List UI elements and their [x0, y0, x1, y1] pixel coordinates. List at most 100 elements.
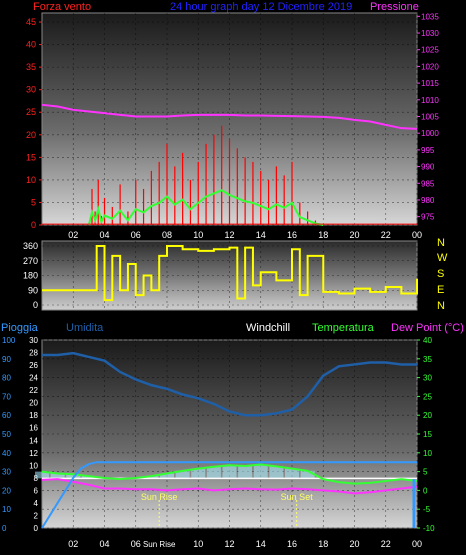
x-tick-label: 20 — [349, 230, 359, 240]
rain-tick-label: 20 — [2, 486, 11, 495]
wind-chart-series — [41, 103, 418, 226]
direction-tick-label: 270 — [23, 256, 38, 266]
humidity-tick-label: 22 — [29, 386, 38, 395]
pressure-line — [41, 103, 418, 130]
wind-tick-label: 0 — [31, 220, 36, 230]
humidity-tick-label: 6 — [34, 486, 39, 495]
climate-x-axis: 02 04 06 10 12 14 16 18 20 22 00 Sun Rise — [68, 539, 422, 549]
rain-tick-label: 90 — [2, 355, 11, 364]
rain-tick-label: 70 — [2, 392, 11, 401]
pressure-tick-label: 1000 — [421, 129, 439, 138]
temperature-tick-label: 25 — [423, 392, 432, 401]
direction-chart-series — [42, 245, 418, 302]
sunrise-label: Sun Rise — [141, 492, 178, 502]
pressure-axis-title: Pressione — [370, 1, 419, 13]
rain-tick-label: 80 — [2, 374, 11, 383]
temperature-tick-label: 40 — [423, 336, 432, 345]
wind-tick-label: 10 — [26, 175, 36, 185]
direction-tick-label: 180 — [23, 271, 38, 281]
wind-x-axis: 02 04 06 08 10 12 14 16 18 20 22 00 — [68, 230, 422, 240]
humidity-tick-label: 12 — [29, 449, 38, 458]
temperature-tick-label: -5 — [423, 505, 431, 514]
x-tick-label: 00 — [412, 230, 422, 240]
wind-axis-title: Forza vento — [33, 1, 91, 13]
wind-tick-label: 35 — [26, 62, 36, 72]
x-tick-label: 06 — [131, 230, 141, 240]
x-tick-label: 02 — [68, 230, 78, 240]
direction-tick-label: 0 — [33, 300, 38, 310]
humidity-tick-label: 24 — [29, 374, 38, 383]
temperature-y-axis: -10 -5 0 5 10 15 20 25 30 35 40 — [417, 336, 435, 533]
x-tick-label: 20 — [349, 539, 359, 549]
humidity-axis-title: Umidita — [66, 322, 104, 334]
humidity-tick-label: 10 — [29, 461, 38, 470]
climate-chart-series — [35, 351, 418, 529]
humidity-tick-label: 14 — [29, 436, 38, 445]
x-tick-label: 22 — [381, 230, 391, 240]
x-tick-label: 06 — [131, 539, 141, 549]
direction-y-axis: 0 90 180 270 360 — [23, 241, 38, 310]
sun-markers: Sun Rise Sun Set — [141, 492, 313, 528]
direction-line — [42, 245, 418, 302]
wind-tick-label: 15 — [26, 152, 36, 162]
compass-letter: S — [437, 268, 444, 280]
rain-axis-title: Pioggia — [1, 322, 39, 334]
temperature-legend: Temperatura — [312, 322, 375, 334]
humidity-tick-label: 26 — [29, 361, 38, 370]
pressure-tick-label: 1030 — [421, 29, 439, 38]
rain-tick-label: 30 — [2, 468, 11, 477]
x-tick-label: 02 — [68, 539, 78, 549]
sunrise-axis-label: Sun Rise — [143, 540, 176, 549]
temperature-line — [41, 463, 418, 485]
rain-tick-label: 60 — [2, 411, 11, 420]
pressure-tick-label: 1035 — [421, 12, 439, 21]
humidity-tick-label: 20 — [29, 399, 38, 408]
pressure-tick-label: 995 — [421, 146, 435, 155]
wind-tick-label: 25 — [26, 107, 36, 117]
rain-tick-label: 40 — [2, 449, 11, 458]
sunset-label: Sun Set — [281, 492, 314, 502]
windchill-legend: Windchill — [246, 322, 290, 334]
wind-y-axis: 0 5 10 15 20 25 30 35 40 45 — [26, 17, 42, 230]
x-tick-label: 16 — [287, 539, 297, 549]
wind-tick-label: 5 — [31, 197, 36, 207]
temperature-tick-label: 5 — [423, 468, 428, 477]
x-tick-label: 14 — [256, 539, 266, 549]
wind-tick-label: 45 — [26, 17, 36, 27]
direction-tick-label: 360 — [23, 241, 38, 251]
humidity-tick-label: 2 — [34, 511, 39, 520]
humidity-tick-label: 16 — [29, 424, 38, 433]
rain-tick-label: 10 — [2, 505, 11, 514]
humidity-tick-label: 18 — [29, 411, 38, 420]
x-tick-label: 22 — [381, 539, 391, 549]
temperature-tick-label: 35 — [423, 355, 432, 364]
rain-tick-label: 50 — [2, 430, 11, 439]
dewpoint-legend: Dew Point (°C) — [391, 322, 464, 334]
pressure-y-axis: 975 980 985 990 995 1000 1005 1010 1015 1020 1025 1… — [417, 12, 439, 222]
graph-date-title: 24 hour graph day 12 Dicembre 2019 — [170, 1, 352, 13]
rain-tick-label: 100 — [2, 336, 16, 345]
x-tick-label: 18 — [318, 539, 328, 549]
x-tick-label: 16 — [287, 230, 297, 240]
temperature-tick-label: 10 — [423, 449, 432, 458]
pressure-tick-label: 1010 — [421, 96, 439, 105]
pressure-tick-label: 985 — [421, 179, 435, 188]
x-tick-label: 14 — [256, 230, 266, 240]
compass-letter: E — [437, 284, 444, 296]
rain-y-axis: 0 10 20 30 40 50 60 70 80 90 100 — [2, 336, 16, 533]
x-tick-label: 10 — [193, 539, 203, 549]
temperature-tick-label: 30 — [423, 374, 432, 383]
x-tick-label: 12 — [224, 539, 234, 549]
temperature-tick-label: 15 — [423, 430, 432, 439]
humidity-tick-label: 30 — [29, 336, 38, 345]
compass-letter: N — [437, 300, 445, 312]
x-tick-label: 12 — [224, 230, 234, 240]
x-tick-label: 10 — [193, 230, 203, 240]
pressure-tick-label: 1005 — [421, 112, 439, 121]
pressure-tick-label: 980 — [421, 196, 435, 205]
pressure-tick-label: 1020 — [421, 62, 439, 71]
pressure-tick-label: 990 — [421, 163, 435, 172]
pressure-tick-label: 975 — [421, 213, 435, 222]
pressure-tick-label: 1025 — [421, 46, 439, 55]
